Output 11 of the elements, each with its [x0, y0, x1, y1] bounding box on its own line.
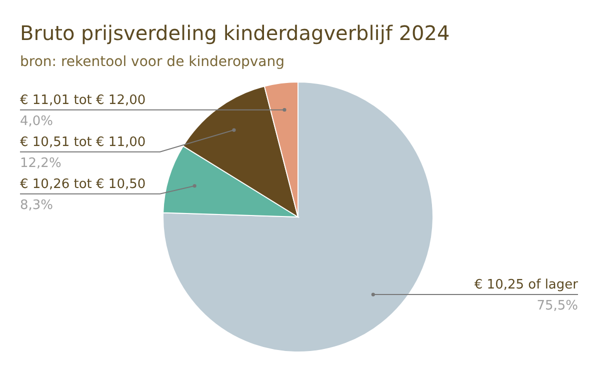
- data-label: 12,2%: [20, 156, 62, 171]
- pie-slice: [162, 82, 434, 352]
- data-label: 8,3%: [20, 198, 54, 213]
- slice-label: € 10,51 tot € 11,00: [20, 134, 146, 150]
- chart-subtitle: bron: rekentool voor de kinderopvang: [20, 54, 285, 70]
- data-label: 75,5%: [536, 298, 578, 314]
- data-label: 4,0%: [20, 114, 54, 129]
- slice-label: € 10,25 of lager: [474, 278, 579, 293]
- slice-label: € 10,26 tot € 10,50: [20, 176, 146, 192]
- chart-title: Bruto prijsverdeling kinderdagverblijf 2024: [20, 21, 450, 45]
- slice-label: € 11,01 tot € 12,00: [20, 92, 146, 108]
